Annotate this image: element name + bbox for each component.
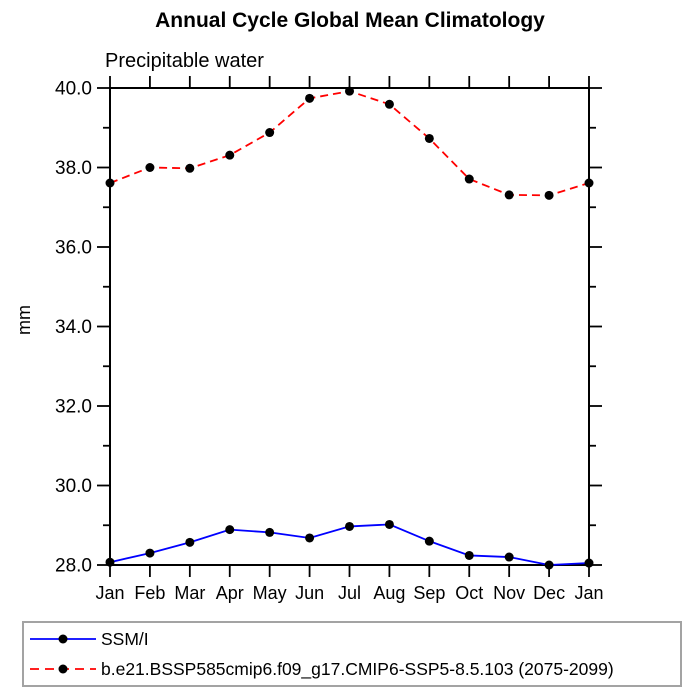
- y-axis-ticks: 28.0 30.0 32.0 34.0 36.0 38.0 40.0: [55, 79, 602, 577]
- data-point: [185, 163, 195, 173]
- data-point: [464, 174, 474, 184]
- series-0: [105, 519, 594, 570]
- x-tick-label: Dec: [533, 583, 565, 603]
- legend-label-obs: SSM/I: [101, 628, 149, 649]
- x-tick-label: Aug: [373, 583, 405, 603]
- data-point: [384, 519, 394, 529]
- y-tick-label: 32.0: [55, 397, 92, 418]
- y-tick-label: 34.0: [55, 317, 92, 338]
- legend-item-obs: SSM/I: [28, 625, 680, 653]
- x-tick-label: Feb: [134, 583, 165, 603]
- legend-line-sample-obs: [30, 634, 96, 644]
- x-tick-label: Jul: [338, 583, 361, 603]
- x-tick-label: Sep: [413, 583, 445, 603]
- legend-sample-marker: [58, 664, 68, 674]
- data-point: [544, 560, 554, 570]
- data-point: [424, 536, 434, 546]
- y-tick-label: 40.0: [55, 79, 92, 100]
- x-tick-label: Jan: [95, 583, 124, 603]
- data-point: [544, 190, 554, 200]
- data-point: [225, 525, 235, 535]
- data-point: [305, 533, 315, 543]
- series-1: [105, 86, 594, 200]
- legend-label-model: b.e21.BSSP585cmip6.f09_g17.CMIP6-SSP5-8.…: [101, 658, 614, 679]
- data-point: [105, 178, 115, 188]
- x-tick-label: Mar: [174, 583, 205, 603]
- chart-subtitle: Precipitable water: [105, 50, 264, 72]
- y-tick-label: 28.0: [55, 556, 92, 577]
- legend-item-model: b.e21.BSSP585cmip6.f09_g17.CMIP6-SSP5-8.…: [28, 655, 680, 683]
- data-point: [105, 557, 115, 567]
- legend-sample-marker: [58, 634, 68, 644]
- y-tick-label: 38.0: [55, 158, 92, 179]
- x-tick-label: Jun: [295, 583, 324, 603]
- data-point: [345, 521, 354, 531]
- legend-box: SSM/I b.e21.BSSP585cmip6.f09_g17.CMIP6-S…: [22, 621, 682, 687]
- data-point: [265, 128, 275, 138]
- x-tick-label: May: [253, 583, 287, 603]
- x-tick-label: Nov: [493, 583, 525, 603]
- data-point: [504, 552, 514, 562]
- x-tick-label: Jan: [574, 583, 603, 603]
- chart-title: Annual Cycle Global Mean Climatology: [155, 9, 545, 32]
- legend-line-sample-model: [30, 664, 96, 674]
- x-tick-label: Apr: [216, 583, 244, 603]
- data-point: [265, 527, 275, 537]
- data-point: [584, 558, 594, 568]
- data-point: [305, 93, 315, 103]
- data-point: [185, 537, 195, 547]
- x-tick-label: Oct: [455, 583, 483, 603]
- data-point: [145, 548, 155, 558]
- data-point: [464, 550, 474, 560]
- series-line: [109, 90, 590, 197]
- data-point: [225, 150, 235, 160]
- data-point: [384, 99, 394, 109]
- y-tick-label: 30.0: [55, 476, 92, 497]
- data-point: [424, 133, 434, 143]
- data-point: [345, 86, 354, 96]
- data-point: [584, 178, 594, 188]
- data-point: [504, 190, 514, 200]
- plot-box: [109, 87, 590, 566]
- data-point: [145, 163, 155, 172]
- x-axis-ticks: Jan Feb Mar Apr May Jun Jul Aug Sep Oct Nov Dec Jan: [95, 76, 604, 603]
- y-tick-label: 36.0: [55, 238, 92, 259]
